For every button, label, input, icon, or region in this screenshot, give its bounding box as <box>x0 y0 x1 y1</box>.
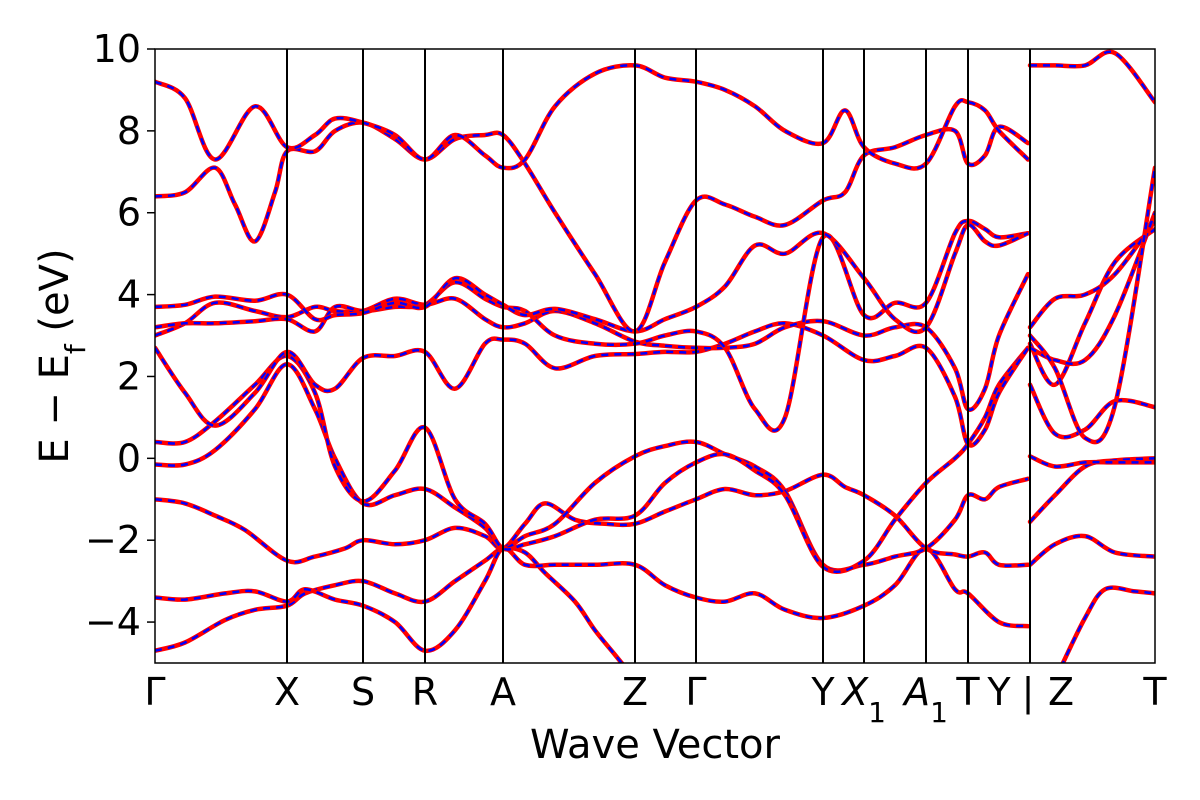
k-point-label: X <box>274 670 300 714</box>
y-tick-label: 6 <box>117 191 141 235</box>
y-tick-label: 10 <box>93 27 141 71</box>
k-point-label: Γ <box>144 670 165 714</box>
band-1-dft-line <box>155 545 1031 653</box>
y-axis-title-main: E − E <box>32 354 78 464</box>
k-point-label: R <box>412 670 438 714</box>
y-axis-title-subscript: f <box>59 343 92 354</box>
band-12-dft-line <box>1027 533 1155 568</box>
band-6-wannier-line <box>155 273 1030 411</box>
k-point-label: Z <box>622 670 648 714</box>
band-11-wannier-line <box>1061 586 1155 663</box>
k-point-label: T <box>1142 670 1167 714</box>
band-4-dft-line <box>155 345 1031 574</box>
band-9-wannier-line <box>155 121 1029 333</box>
k-point-label: T <box>955 670 980 714</box>
band-11-dft-line <box>1060 585 1155 663</box>
band-3-dft-line <box>155 361 1031 573</box>
band-4-wannier-line <box>155 347 1029 573</box>
y-tick-label: 0 <box>117 436 141 480</box>
high-symmetry-lines <box>286 49 1031 663</box>
k-point-label: Γ <box>685 670 706 714</box>
x-axis-title: Wave Vector <box>530 722 781 768</box>
x-axis-ticks: Γ X S R A Z Γ Y X1 A1 T Y | Z T <box>144 670 1167 729</box>
band-12-wannier-line <box>1029 534 1155 566</box>
k-point-label: S <box>351 670 375 714</box>
k-point-label: Y <box>986 670 1011 714</box>
k-point-label: Y <box>810 670 835 714</box>
band-10-wannier-line <box>155 64 1029 170</box>
y-tick-label: −4 <box>85 600 141 644</box>
band-15-wannier-line <box>1028 384 1155 439</box>
band-17-wannier-line <box>1029 220 1155 329</box>
band-16-wannier-line <box>1028 228 1155 386</box>
k-point-label: Z <box>1048 670 1074 714</box>
band-15-dft-line <box>1027 382 1155 440</box>
y-tick-label: 8 <box>117 109 141 153</box>
band-3-wannier-line <box>155 362 1029 572</box>
y-axis-title-unit: (eV) <box>32 248 78 344</box>
k-point-label: A1 <box>901 670 948 729</box>
k-point-label: | <box>1022 670 1035 715</box>
band-19-dft-line <box>1027 165 1155 445</box>
y-tick-label: −2 <box>85 518 141 562</box>
band-13-wannier-line <box>1029 457 1155 523</box>
plot-frame <box>154 48 1156 664</box>
band-20-wannier-line <box>1030 50 1155 103</box>
band-lines <box>155 49 1155 663</box>
band-13-dft-line <box>1027 456 1155 525</box>
band-14-wannier-line <box>1029 455 1155 468</box>
y-axis-title: E − Ef (eV) <box>32 248 92 463</box>
y-tick-label: 2 <box>117 354 141 398</box>
y-axis-ticks: −4 −2 0 2 4 6 8 10 <box>85 27 155 644</box>
y-tick-label: 4 <box>117 273 141 317</box>
band-2-wannier-line <box>155 473 1029 567</box>
k-point-label: A <box>490 670 516 714</box>
k-point-label: X1 <box>840 670 886 729</box>
